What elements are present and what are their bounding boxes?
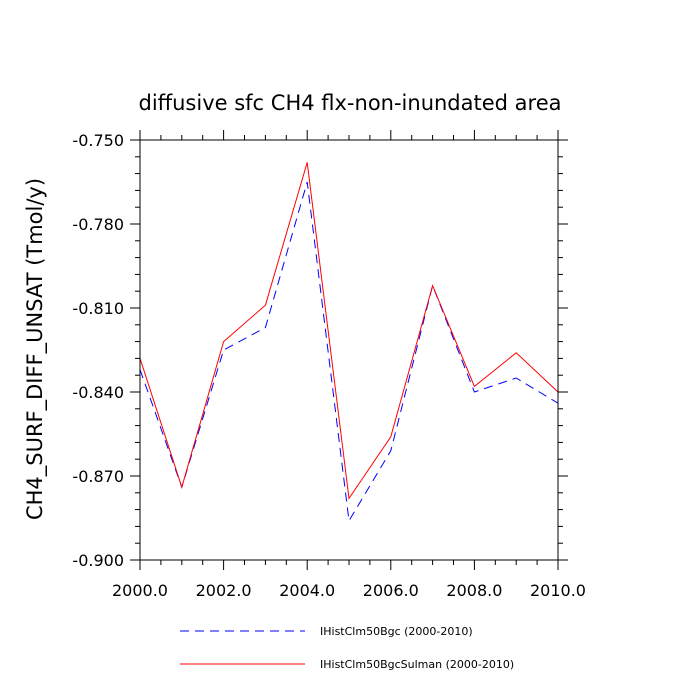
- y-tick-label: -0.780: [72, 215, 124, 234]
- y-tick-label: -0.870: [72, 467, 124, 486]
- axis-ticks: [130, 130, 568, 570]
- legend-label-1: IHistClm50Bgc (2000-2010): [320, 625, 473, 638]
- y-tick-label: -0.810: [72, 299, 124, 318]
- x-tick-label: 2000.0: [112, 581, 168, 600]
- x-tick-label: 2008.0: [446, 581, 502, 600]
- x-tick-label: 2010.0: [530, 581, 586, 600]
- x-tick-label: 2002.0: [196, 581, 252, 600]
- series-line-1: [139, 181, 559, 523]
- y-tick-label: -0.840: [72, 383, 124, 402]
- legend-label-2: IHistClm50BgcSulman (2000-2010): [320, 658, 514, 671]
- chart-title: diffusive sfc CH4 flx-non-inundated area: [138, 91, 561, 115]
- y-axis-label: CH4_SURF_DIFF_UNSAT (Tmol/y): [23, 178, 48, 520]
- tick-labels: 2000.0 2002.0 2004.0 2006.0 2008.0 2010.0 -0.7…: [72, 131, 586, 600]
- y-tick-label: -0.900: [72, 551, 124, 570]
- x-tick-label: 2006.0: [363, 581, 419, 600]
- y-tick-label: -0.750: [72, 131, 124, 150]
- series-lines: [139, 162, 559, 523]
- x-tick-label: 2004.0: [279, 581, 335, 600]
- series-line-2: [139, 162, 559, 500]
- plot-frame: [139, 139, 559, 561]
- legend: IHistClm50Bgc (2000-2010) IHistClm50BgcSu…: [180, 625, 514, 671]
